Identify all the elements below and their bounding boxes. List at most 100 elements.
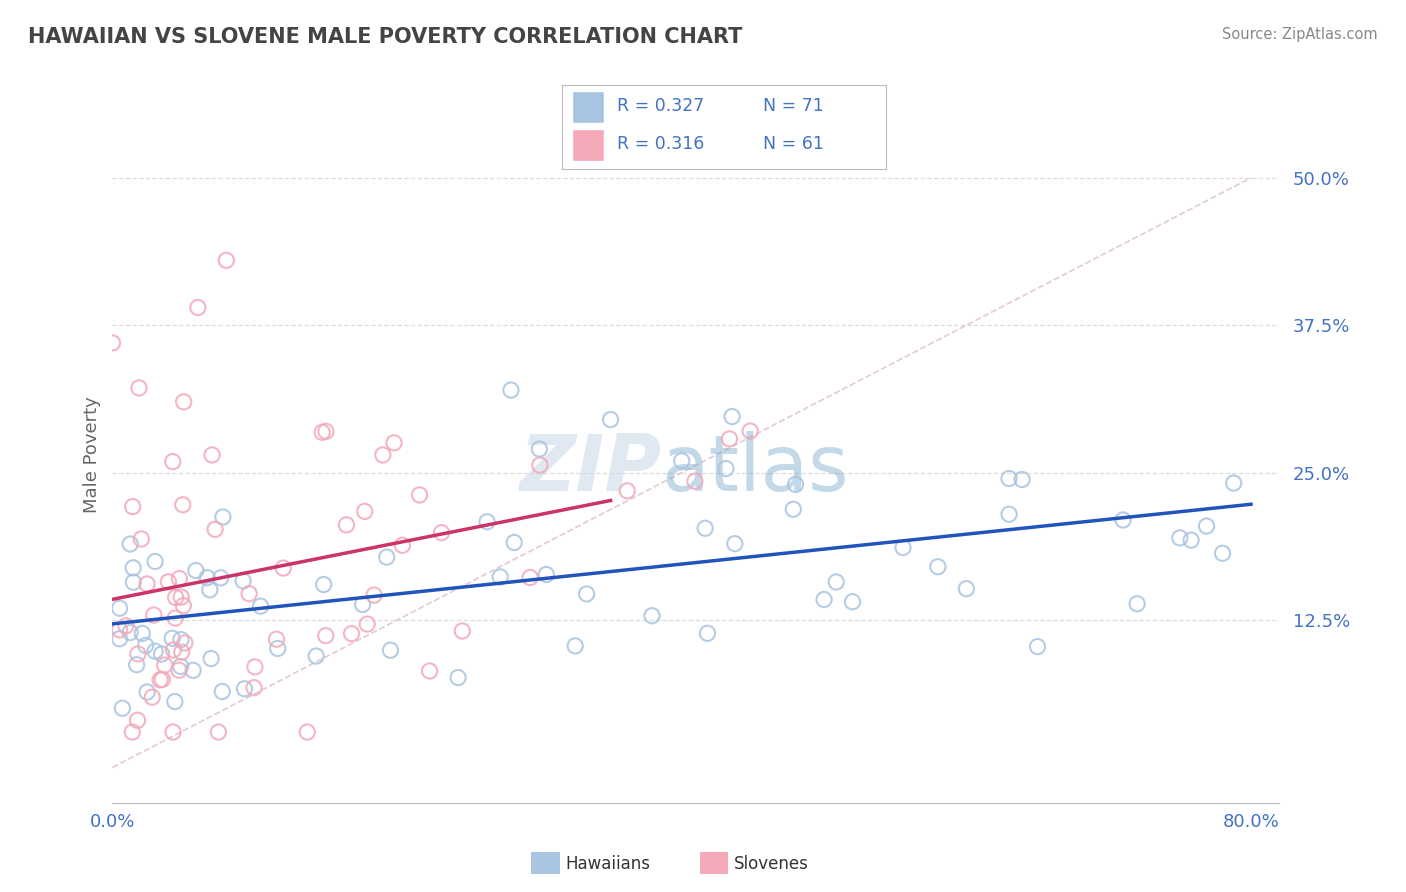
Point [120, 625, 142, 640]
Point [204, 522, 226, 536]
Point [167, 663, 190, 677]
Point [201, 448, 224, 462]
Point [157, 574, 180, 589]
Point [135, 639, 157, 653]
Point [499, 383, 522, 397]
Point [297, 725, 319, 739]
Point [215, 253, 238, 268]
Point [267, 641, 290, 656]
Text: R = 0.327: R = 0.327 [617, 97, 704, 115]
Point [150, 647, 173, 661]
Point [212, 510, 235, 524]
Point [391, 538, 413, 552]
Point [162, 643, 184, 657]
Point [165, 591, 187, 605]
Point [825, 574, 848, 589]
Point [1212, 546, 1234, 560]
Text: N = 71: N = 71 [763, 97, 824, 115]
Point [718, 432, 741, 446]
Point [740, 424, 762, 438]
Point [209, 571, 232, 585]
Point [641, 608, 664, 623]
Point [207, 725, 229, 739]
Point [1112, 513, 1135, 527]
Point [315, 425, 337, 439]
Point [352, 598, 374, 612]
Point [101, 335, 124, 350]
Point [169, 572, 191, 586]
Point [153, 658, 176, 673]
Point [311, 425, 333, 440]
Text: R = 0.316: R = 0.316 [617, 136, 704, 153]
Point [127, 647, 149, 661]
Point [162, 454, 184, 468]
Text: ZIP: ZIP [519, 431, 661, 507]
Point [129, 532, 152, 546]
Point [160, 632, 183, 646]
Point [575, 587, 598, 601]
Point [1026, 640, 1049, 654]
Point [1126, 597, 1149, 611]
Point [108, 601, 131, 615]
Point [136, 685, 159, 699]
Point [142, 608, 165, 623]
Point [181, 663, 204, 677]
Point [122, 561, 145, 575]
Point [266, 632, 288, 647]
Point [136, 577, 159, 591]
Point [173, 395, 195, 409]
Point [721, 409, 744, 424]
Point [174, 636, 197, 650]
Point [150, 673, 173, 687]
Point [998, 471, 1021, 485]
Point [143, 644, 166, 658]
Point [335, 517, 357, 532]
Point [108, 632, 131, 646]
Point [170, 590, 193, 604]
Point [529, 442, 551, 456]
Point [724, 536, 747, 550]
Point [143, 554, 166, 568]
Point [813, 592, 835, 607]
Point [172, 599, 194, 613]
Point [1168, 531, 1191, 545]
Point [696, 626, 718, 640]
Point [125, 657, 148, 672]
Point [564, 639, 586, 653]
Point [1195, 519, 1218, 533]
Point [1222, 476, 1244, 491]
Point [169, 659, 191, 673]
Point [149, 673, 172, 687]
Point [233, 681, 256, 696]
Point [131, 626, 153, 640]
Point [232, 574, 254, 588]
Point [451, 624, 474, 638]
Point [108, 623, 131, 637]
Text: N = 61: N = 61 [763, 136, 824, 153]
Point [599, 412, 621, 426]
Y-axis label: Male Poverty: Male Poverty [83, 397, 101, 513]
Point [419, 664, 441, 678]
Point [714, 461, 737, 475]
Point [195, 571, 218, 585]
Point [200, 651, 222, 665]
Point [163, 695, 186, 709]
Point [170, 632, 193, 647]
Point [475, 515, 498, 529]
Point [616, 483, 638, 498]
Point [1180, 533, 1202, 548]
Point [841, 595, 863, 609]
Point [198, 582, 221, 597]
Point [382, 435, 405, 450]
Point [243, 660, 266, 674]
Bar [572, 91, 605, 123]
Text: Slovenes: Slovenes [734, 855, 808, 873]
Text: HAWAIIAN VS SLOVENE MALE POVERTY CORRELATION CHART: HAWAIIAN VS SLOVENE MALE POVERTY CORRELA… [28, 27, 742, 46]
Point [238, 587, 260, 601]
Point [356, 617, 378, 632]
Point [503, 535, 526, 549]
Point [683, 475, 706, 489]
Point [187, 301, 209, 315]
Point [128, 381, 150, 395]
Point [127, 713, 149, 727]
